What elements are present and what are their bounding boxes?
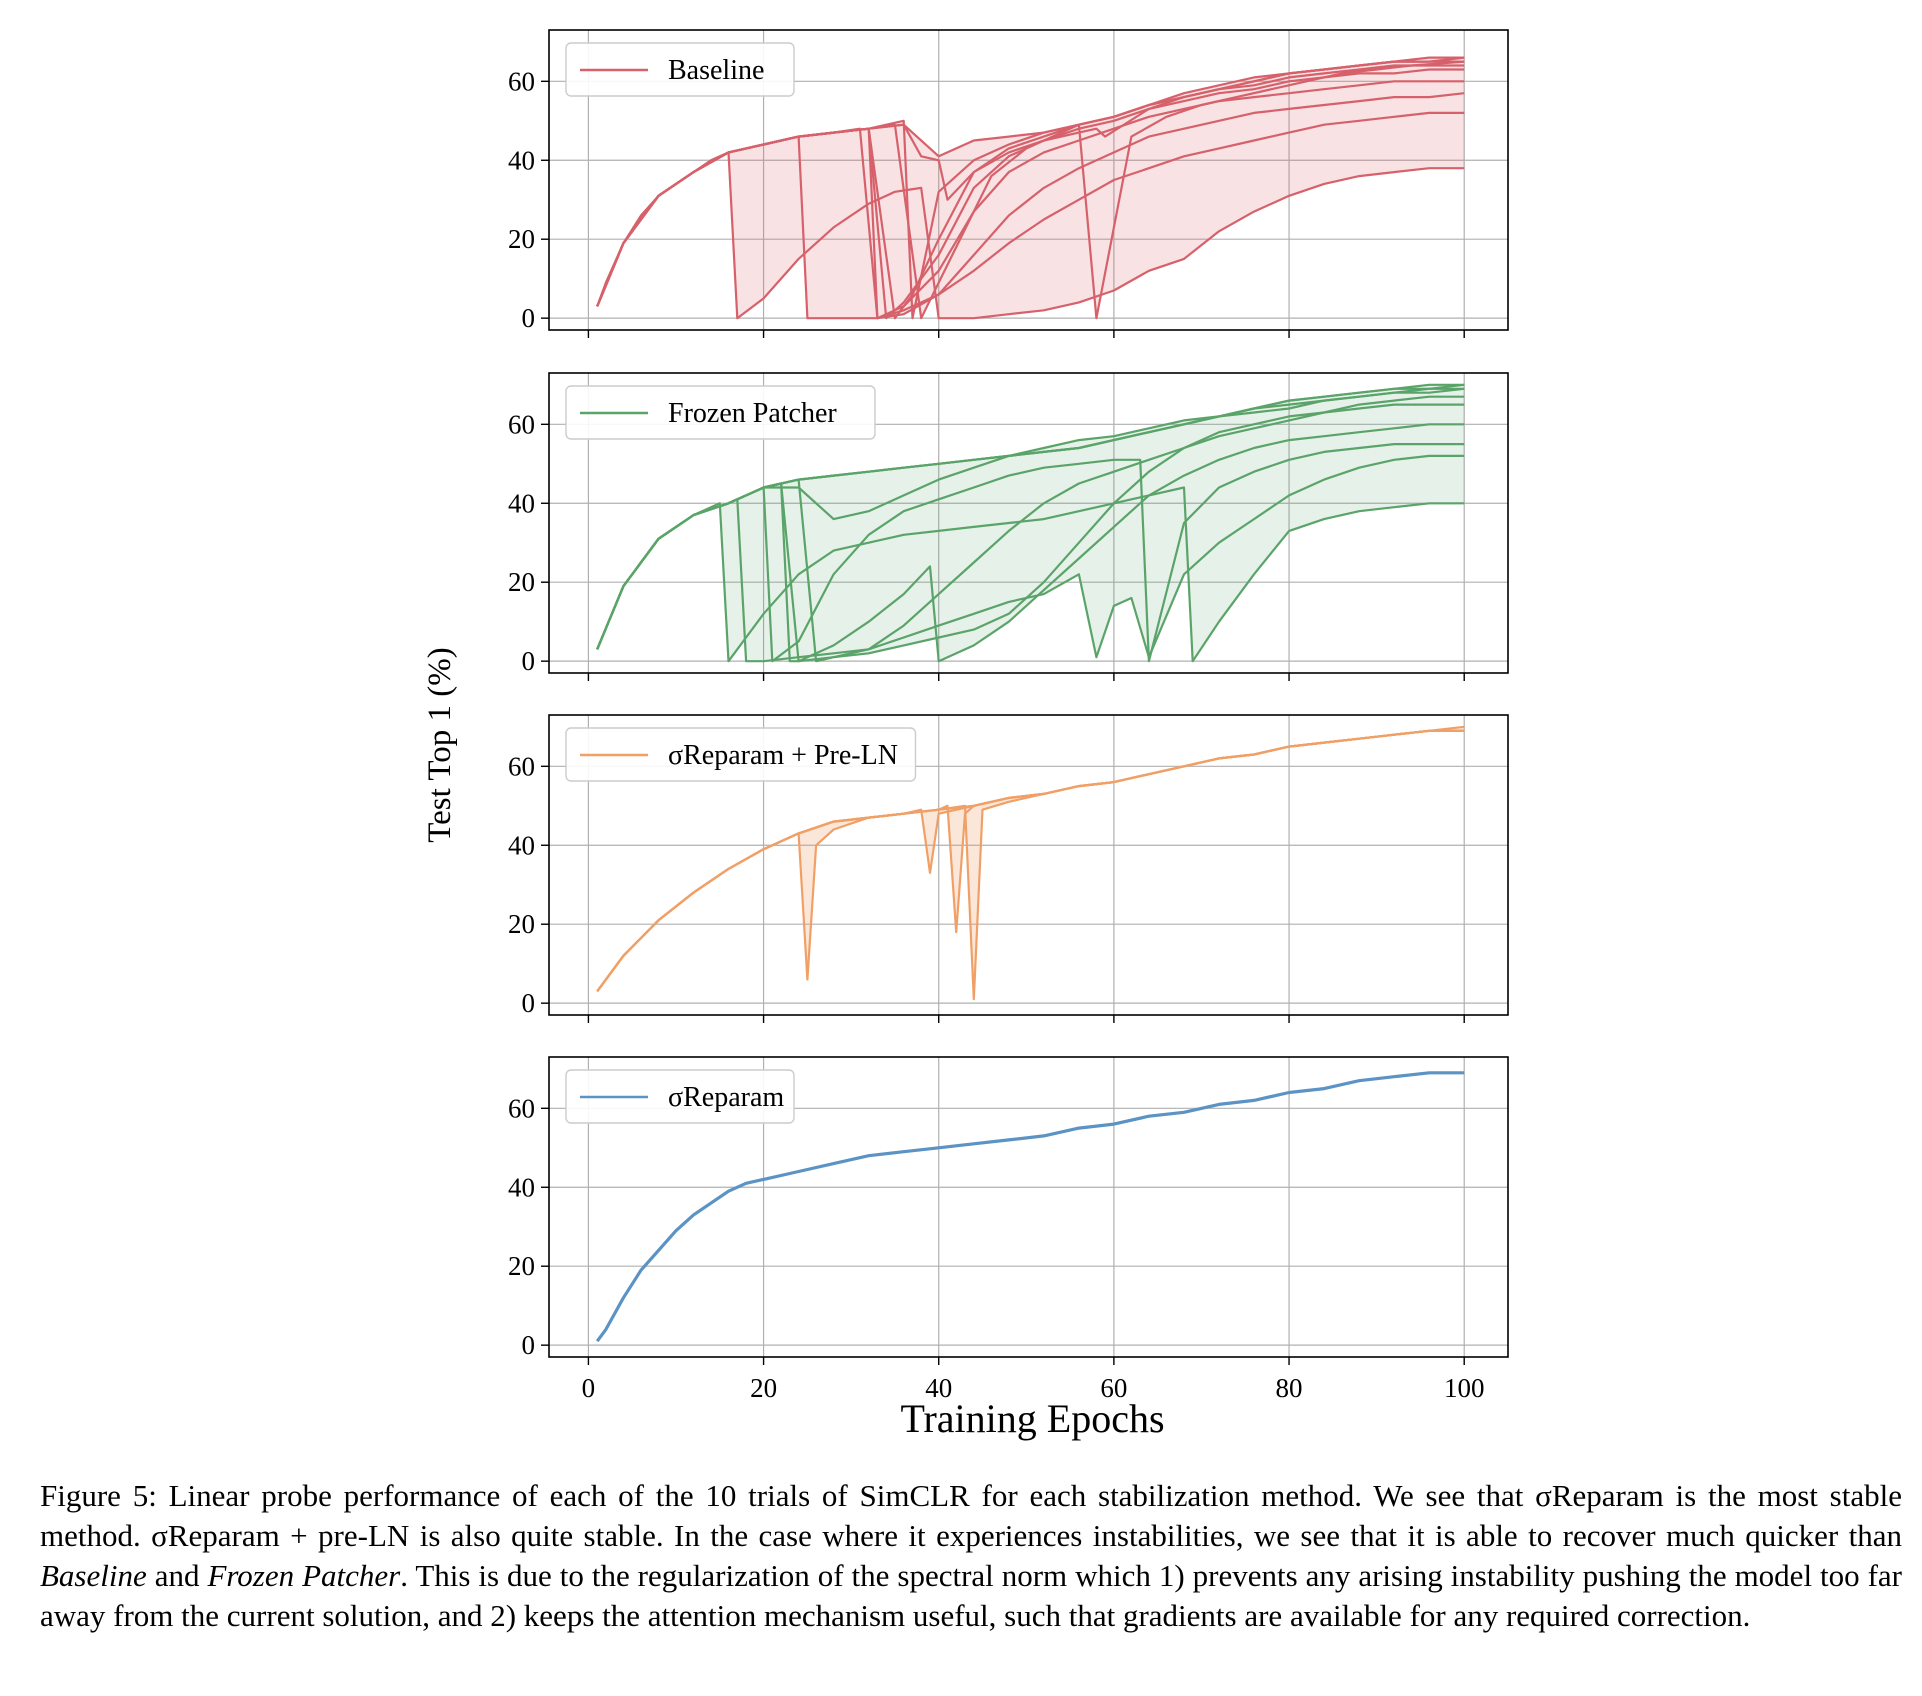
trial-line-4 xyxy=(596,725,1465,992)
figure-chart: 0 20 40 60 Baseline 0 20 40 60 Frozen Patcher 0 20 4… xyxy=(422,29,1509,1441)
y-tick-label: 60 xyxy=(508,66,535,96)
y-tick-label: 40 xyxy=(508,145,535,175)
legend-box xyxy=(565,727,917,782)
legend-label: Frozen Patcher xyxy=(668,398,837,429)
panel-1: 0 20 40 60 Frozen Patcher xyxy=(508,372,1509,681)
y-tick-label: 60 xyxy=(508,409,535,439)
y-tick-label: 0 xyxy=(522,988,536,1018)
y-tick-label: 0 xyxy=(522,646,536,676)
legend-box xyxy=(565,385,876,440)
trial-line-0 xyxy=(596,486,1465,663)
figure-caption: Figure 5: Linear probe performance of ea… xyxy=(40,1476,1902,1636)
y-tick-label: 40 xyxy=(508,830,535,860)
caption-frozen-patcher: Frozen Patcher xyxy=(207,1558,401,1593)
plot-frame xyxy=(548,372,1509,674)
y-tick-label: 60 xyxy=(508,1093,535,1123)
x-axis-label: Training Epochs xyxy=(900,1396,1164,1441)
y-tick-label: 20 xyxy=(508,1251,535,1281)
trial-line-0 xyxy=(595,1071,1465,1343)
legend-box xyxy=(565,1069,795,1124)
y-tick-label: 0 xyxy=(522,303,536,333)
x-tick-label: 40 xyxy=(925,1373,952,1403)
plot-frame xyxy=(548,714,1509,1016)
trial-line-9 xyxy=(596,56,1465,307)
panel-0: 0 20 40 60 Baseline xyxy=(508,29,1509,338)
range-band xyxy=(597,57,1465,319)
y-tick-label: 60 xyxy=(508,751,535,781)
panel-2: 0 20 40 60 σReparam + Pre-LN xyxy=(508,714,1509,1023)
x-tick-label: 60 xyxy=(1100,1373,1127,1403)
x-tick-label: 80 xyxy=(1276,1373,1303,1403)
y-axis-label: Test Top 1 (%) xyxy=(422,647,458,843)
legend-label: σReparam + Pre-LN xyxy=(668,740,898,771)
x-tick-label: 0 xyxy=(582,1373,596,1403)
caption-text-1: Figure 5: Linear probe performance of ea… xyxy=(40,1478,1902,1553)
caption-baseline: Baseline xyxy=(40,1558,147,1593)
plot-frame xyxy=(548,29,1509,331)
x-tick-label: 100 xyxy=(1444,1373,1485,1403)
legend-label: σReparam xyxy=(668,1082,784,1113)
legend-box xyxy=(565,42,795,97)
plot-frame xyxy=(548,1056,1509,1358)
y-tick-label: 20 xyxy=(508,224,535,254)
x-tick-label: 20 xyxy=(750,1373,777,1403)
trial-line-9 xyxy=(596,383,1465,650)
y-tick-label: 40 xyxy=(508,488,535,518)
range-band xyxy=(597,384,1465,662)
caption-text-3: . This is due to the regularization of t… xyxy=(40,1558,1902,1633)
y-tick-label: 0 xyxy=(522,1330,536,1360)
panel-3: 0 20 40 60 σReparam 0 20 40 60 80 100 xyxy=(508,1056,1509,1403)
y-tick-label: 20 xyxy=(508,567,535,597)
caption-text-2: and xyxy=(146,1558,208,1593)
legend-label: Baseline xyxy=(668,55,764,86)
y-tick-label: 20 xyxy=(508,909,535,939)
y-tick-label: 40 xyxy=(508,1172,535,1202)
